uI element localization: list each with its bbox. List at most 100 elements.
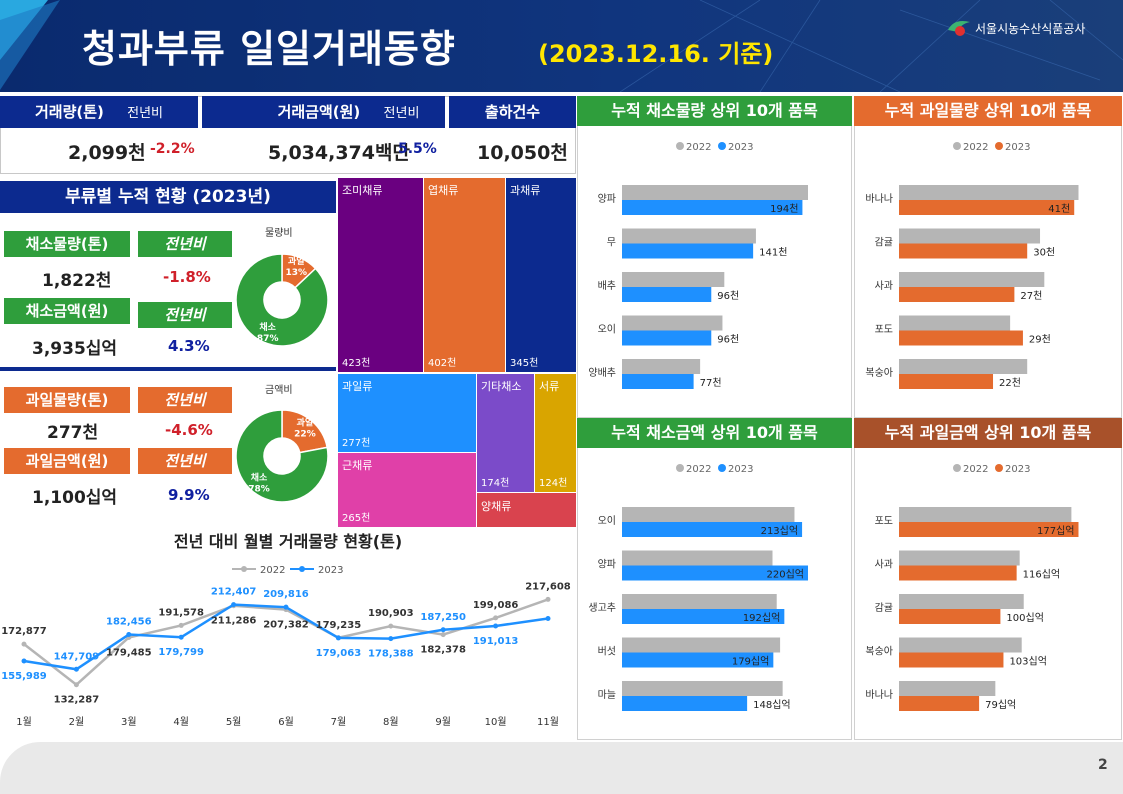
treemap-label: 서류 — [539, 380, 560, 393]
bar-2022 — [622, 359, 701, 374]
category-label: 감귤 — [875, 237, 893, 249]
bar-2022 — [899, 637, 1022, 653]
slice-value-label: 13% — [286, 268, 308, 278]
bar-2023 — [622, 374, 694, 389]
bar-value-label: 22천 — [999, 377, 1021, 389]
bar-2022 — [622, 637, 781, 653]
data-point — [21, 641, 27, 647]
bar-2022 — [899, 185, 1079, 200]
data-point — [21, 658, 27, 664]
data-label-2023: 179,063 — [316, 648, 362, 659]
veg-amount-label: 채소금액(원) — [4, 298, 130, 324]
bar-2023 — [899, 243, 1028, 259]
category-label: 복숭아 — [865, 646, 893, 658]
bar-2022 — [622, 272, 725, 287]
treemap-cell-seasoning-veg: 조미채류 423천 — [338, 178, 423, 372]
veg-amount-yoy: 4.3% — [168, 337, 210, 355]
monthly-volume-chart: 전년 대비 월별 거래물량 현황(톤) 2022 2023 172,877 155,98… — [1, 532, 571, 728]
legend-label: 2023 — [318, 565, 343, 576]
footer-bar — [0, 742, 1123, 794]
veg-volume-value: 1,822천 — [42, 271, 112, 291]
slice-value-label: 78% — [248, 485, 270, 495]
bar-value-label: 103십억 — [1009, 656, 1047, 668]
category-label: 포도 — [875, 516, 893, 527]
panel-fruit-amount-title: 누적 과일금액 상위 10개 품목 — [854, 418, 1122, 448]
veg-volume-yoy-label: 전년비 — [138, 231, 232, 257]
treemap-value: 174천 — [481, 478, 510, 489]
bar-2022 — [622, 594, 777, 609]
volume-header: 거래량(톤) 전년비 — [0, 96, 198, 128]
data-label-2023: 187,250 — [420, 612, 466, 623]
treemap-label: 조미채류 — [342, 184, 383, 197]
bar-2022 — [622, 185, 808, 200]
amount-yoy-label: 전년비 — [383, 106, 420, 121]
amount-yoy-value: 5.5% — [398, 141, 437, 157]
volume-value: 2,099천 — [68, 142, 146, 164]
volume-yoy-value: -2.2% — [150, 141, 195, 157]
data-point — [493, 615, 499, 621]
data-label-2023: 209,816 — [263, 589, 309, 600]
bar-value-label: 141천 — [759, 247, 787, 259]
treemap-value: 124천 — [539, 478, 568, 489]
org-logo-icon — [948, 21, 970, 36]
bar-value-label: 77천 — [700, 377, 722, 389]
data-label-2022: 190,903 — [368, 608, 414, 619]
bar-2022 — [622, 228, 756, 244]
bar-value-label: 177십억 — [1037, 525, 1075, 537]
x-tick-label: 6월 — [278, 716, 294, 728]
amount-label: 거래금액(원) — [277, 103, 361, 121]
legend-marker-2022 — [676, 464, 684, 472]
data-label-2023: 191,013 — [473, 636, 519, 647]
header-banner: 청과부류 일일거래동향 (2023.12.16. 기준) 서울시농수산식품공사 — [0, 0, 1123, 92]
data-label-2022: 207,382 — [263, 620, 309, 631]
veg-amount-value: 3,935십억 — [32, 339, 118, 359]
bar-2023 — [899, 287, 1015, 302]
treemap-label: 엽채류 — [428, 184, 459, 197]
category-label: 배추 — [598, 280, 616, 292]
legend-label: 2023 — [1005, 142, 1030, 153]
data-point — [440, 632, 446, 638]
org-name: 서울시농수산식품공사 — [975, 22, 1086, 36]
slice-label: 채소 — [251, 472, 268, 484]
category-label: 무 — [607, 238, 616, 249]
bar-value-label: 79십억 — [985, 699, 1016, 711]
fruit-amount-yoy-label: 전년비 — [138, 448, 232, 474]
treemap-cell-fruit: 과일류 277천 — [338, 374, 476, 452]
shipment-header: 출하건수 — [449, 96, 576, 128]
legend-label: 2022 — [963, 464, 988, 475]
bar-value-label: 100십억 — [1006, 612, 1043, 624]
treemap-label: 양채류 — [481, 500, 512, 513]
bar-value-label: 213십억 — [761, 525, 799, 537]
bar-2023 — [622, 652, 774, 668]
category-label: 감귤 — [875, 602, 893, 614]
bar-2022 — [899, 550, 1020, 566]
data-label-2022: 182,378 — [420, 645, 466, 656]
data-point — [283, 604, 289, 610]
category-label: 바나나 — [865, 193, 893, 205]
bar-value-label: 29천 — [1029, 334, 1051, 346]
shipment-value: 10,050천 — [477, 142, 568, 164]
data-point — [545, 596, 551, 602]
category-label: 양파 — [598, 559, 616, 571]
veg-amount-yoy-label: 전년비 — [138, 302, 232, 328]
data-label-2022: 191,578 — [158, 607, 204, 618]
category-label: 양배추 — [588, 367, 616, 379]
data-point — [178, 634, 184, 640]
bar-2023 — [899, 696, 980, 711]
data-label-2023: 179,799 — [158, 647, 204, 658]
category-label: 오이 — [598, 324, 616, 336]
data-label-2023: 178,388 — [368, 649, 414, 660]
x-tick-label: 5월 — [226, 716, 242, 728]
legend-marker-2022 — [953, 464, 961, 472]
legend-label: 2023 — [1005, 464, 1030, 475]
chart-title: 전년 대비 월별 거래물량 현황(톤) — [174, 532, 402, 551]
fruit-amount-label: 과일금액(원) — [4, 448, 130, 474]
data-label-2022: 172,877 — [1, 626, 47, 637]
category-label: 버섯 — [598, 646, 616, 658]
slice-label: 과일 — [297, 416, 314, 428]
